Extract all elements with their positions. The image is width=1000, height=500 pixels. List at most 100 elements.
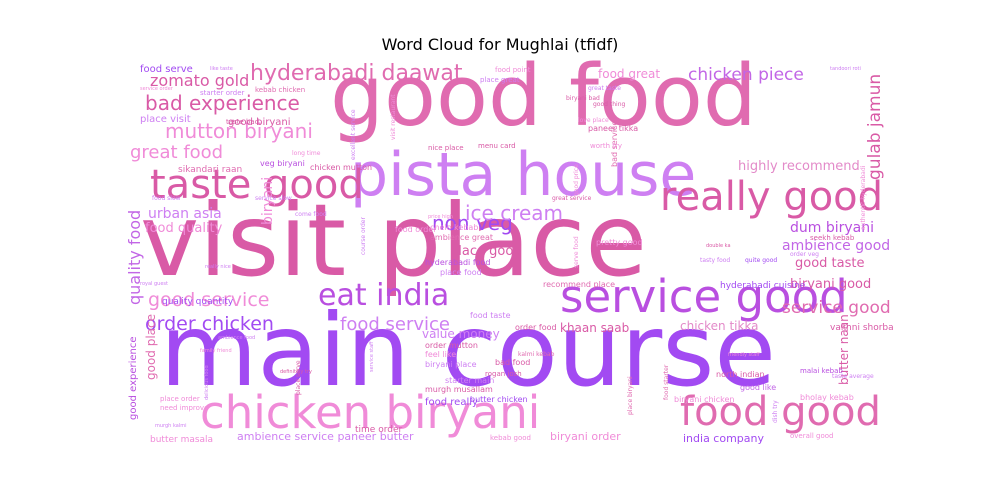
cloud-word: service staff [369, 341, 375, 372]
cloud-word: food serve [140, 64, 193, 75]
cloud-word: mutton biryani [165, 119, 313, 143]
cloud-word: eat india [318, 278, 449, 313]
cloud-word: really nice [205, 264, 231, 270]
cloud-word: good thing [593, 101, 625, 108]
cloud-word: taste good [150, 162, 364, 208]
cloud-word: chicken mutton [310, 163, 372, 172]
cloud-word: chelo kebab [430, 223, 478, 232]
cloud-word: pretty good [596, 238, 643, 247]
cloud-word: service order [140, 86, 174, 92]
cloud-word: food really [425, 397, 478, 408]
cloud-word: gulab jamun [865, 74, 885, 180]
cloud-word: time order [355, 425, 402, 435]
cloud-word: menu card [478, 142, 516, 150]
cloud-word: india company [683, 432, 764, 445]
cloud-word: chicken biryani [200, 386, 540, 439]
cloud-word: place good [450, 244, 522, 259]
cloud-word: ambience service paneer butter [237, 430, 414, 443]
cloud-word: ambience good [782, 238, 890, 254]
cloud-word: hyderabadi cuisine [720, 281, 806, 291]
cloud-word: great food [130, 142, 223, 163]
cloud-word: food great [598, 67, 660, 81]
cloud-word: ice cream [465, 201, 563, 225]
cloud-word: non veg [432, 211, 513, 235]
cloud-word: serve food [573, 236, 580, 268]
cloud-word: good biryani [228, 117, 291, 128]
cloud-word: like taste [210, 66, 233, 72]
cloud-word: biryani chicken [674, 395, 735, 404]
cloud-word: veg biryani [260, 159, 305, 168]
cloud-word: good food [330, 47, 757, 146]
cloud-word: good like [740, 383, 776, 392]
cloud-word: malai kebab [800, 367, 843, 375]
cloud-word: tandoori roti [830, 66, 861, 72]
cloud-word: sikandari raan [178, 165, 242, 175]
cloud-word: good place [144, 314, 158, 380]
cloud-word: murgh musallam [425, 385, 493, 394]
cloud-word: service good [560, 270, 848, 323]
cloud-word: food taste [470, 311, 511, 320]
cloud-word: good price [573, 164, 580, 196]
cloud-word: biryani good [790, 277, 871, 292]
cloud-word: butter naan [837, 314, 851, 385]
cloud-word: kebab chicken [255, 86, 305, 94]
cloud-word: overall good [790, 432, 833, 440]
cloud-word: place biryani [627, 376, 634, 415]
cloud-word: vakhni shorba [830, 323, 894, 333]
cloud-word: place visit [140, 114, 191, 125]
cloud-word: main course [160, 292, 776, 409]
cloud-word: rogan josh [485, 370, 522, 378]
cloud-word: double ka [706, 243, 731, 249]
cloud-word: family friend [200, 348, 232, 354]
cloud-word: bholay kebab [800, 393, 854, 402]
cloud-word: biryani order [550, 430, 621, 443]
cloud-word: course order [360, 217, 367, 255]
cloud-word: quality quantity [162, 297, 234, 307]
cloud-word: food order [395, 225, 437, 234]
cloud-word: dish try [772, 400, 779, 423]
cloud-word: place food [440, 268, 482, 277]
cloud-word: order food [515, 323, 557, 332]
cloud-word: great taste [588, 85, 621, 92]
cloud-word: place serve [295, 360, 302, 395]
cloud-word: love place [578, 117, 609, 124]
cloud-word: food point [495, 66, 531, 74]
cloud-word: friendly staff [728, 352, 760, 358]
cloud-word: come food [295, 211, 327, 218]
cloud-word: north indian [716, 370, 765, 379]
cloud-word: biryani bad [566, 95, 600, 102]
cloud-word: taste bad [226, 118, 259, 126]
cloud-word: royal guest [140, 281, 168, 287]
cloud-word: visit place [140, 182, 647, 299]
cloud-word: chicken tikka [680, 319, 759, 333]
cloud-word: biryani place [425, 360, 477, 369]
cloud-word: excellent service [350, 109, 357, 160]
cloud-word: value money [422, 327, 500, 341]
cloud-word: recommend place [543, 280, 615, 289]
cloud-word: visit restaurant [390, 94, 397, 140]
cloud-word: really good [660, 174, 883, 220]
cloud-word: good experience [128, 336, 139, 420]
cloud-word: good taste [795, 256, 864, 271]
cloud-word: chicken piece [688, 65, 804, 85]
cloud-word: authentic hyderabadi [860, 165, 867, 230]
cloud-word: bad food [495, 358, 530, 367]
cloud-word: starter order [200, 89, 245, 97]
cloud-word: price high [428, 214, 453, 220]
cloud-word: food service [340, 314, 450, 335]
cloud-word: dum biryani [790, 220, 874, 236]
cloud-word: kalmi kebab [518, 351, 555, 358]
cloud-word: service slow [255, 195, 292, 202]
cloud-word: seekh kebab [810, 234, 855, 242]
chart-title: Word Cloud for Mughlai (tfidf) [381, 35, 619, 54]
cloud-word: quality food [125, 210, 144, 305]
cloud-word: definitely try [280, 369, 312, 375]
cloud-word: food starter [663, 364, 670, 400]
cloud-word: quite good [745, 257, 777, 264]
cloud-word: murgh kalmi [155, 423, 186, 429]
cloud-word: butter chicken [470, 395, 528, 404]
cloud-word: great service [552, 195, 592, 202]
cloud-word: tasty food [700, 257, 730, 264]
cloud-word: hyderabadi food [425, 258, 491, 267]
